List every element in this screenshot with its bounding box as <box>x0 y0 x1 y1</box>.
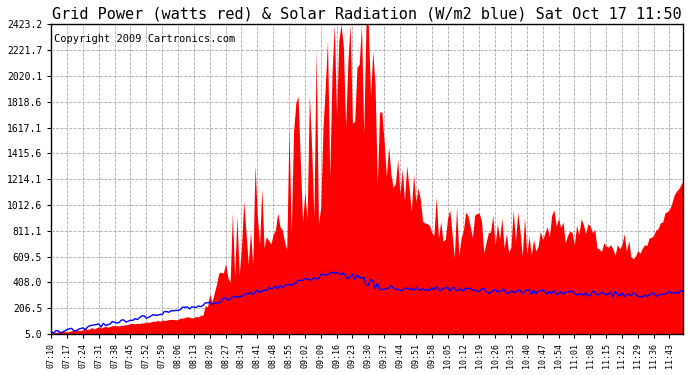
Text: Copyright 2009 Cartronics.com: Copyright 2009 Cartronics.com <box>55 34 235 44</box>
Title: Grid Power (watts red) & Solar Radiation (W/m2 blue) Sat Oct 17 11:50: Grid Power (watts red) & Solar Radiation… <box>52 7 682 22</box>
